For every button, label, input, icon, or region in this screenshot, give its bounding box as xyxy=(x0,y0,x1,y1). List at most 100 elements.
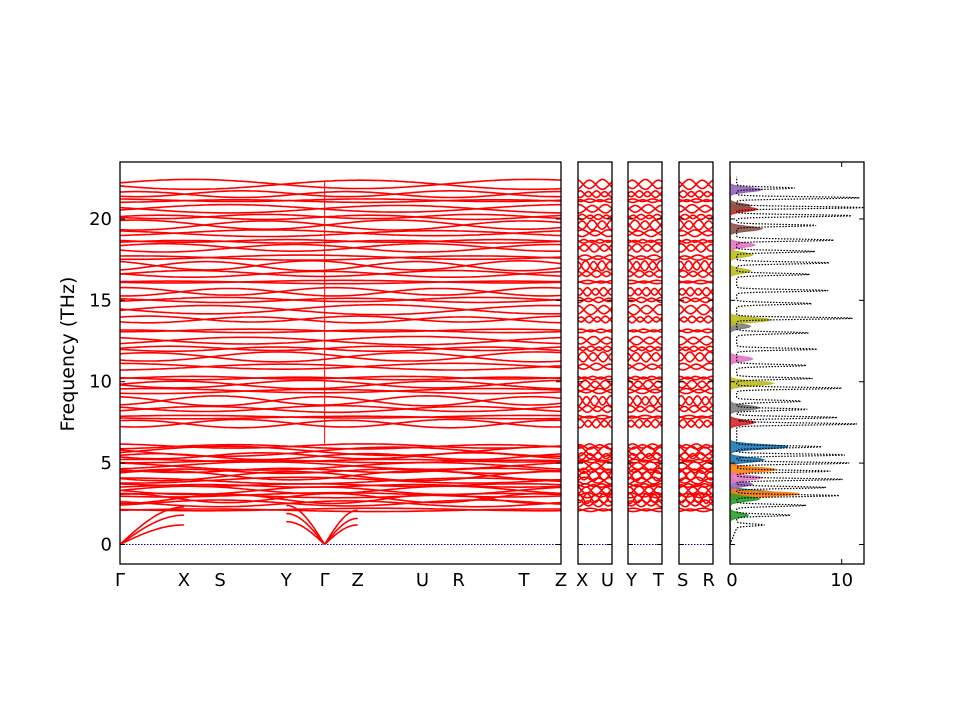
band-line xyxy=(628,189,662,198)
band-line xyxy=(578,270,612,279)
band-line xyxy=(120,204,561,214)
band-line xyxy=(679,483,713,488)
band-line xyxy=(120,418,561,428)
y-tick-label: 5 xyxy=(101,453,112,474)
band-line xyxy=(628,483,662,488)
acoustic-branch xyxy=(324,524,358,546)
band-line xyxy=(120,297,561,304)
high-symmetry-label: T xyxy=(652,570,665,591)
band-line xyxy=(578,404,612,413)
band-line xyxy=(578,269,612,278)
band-line xyxy=(578,345,612,352)
band-line xyxy=(120,375,561,380)
band-line xyxy=(120,395,561,407)
band-line xyxy=(628,178,662,190)
dos-x-tick-label: 0 xyxy=(726,570,737,591)
band-line xyxy=(578,286,612,296)
band-line xyxy=(120,255,561,261)
band-line xyxy=(120,280,561,285)
band-line xyxy=(679,229,713,237)
band-line xyxy=(578,198,612,203)
high-symmetry-label: X xyxy=(576,570,588,591)
band-line xyxy=(679,419,713,429)
band-line xyxy=(679,507,713,512)
band-line xyxy=(679,418,713,428)
band-line xyxy=(628,379,662,389)
band-line xyxy=(679,414,713,419)
partial-dos-series-6 xyxy=(730,176,764,545)
high-symmetry-label: U xyxy=(416,570,429,591)
band-line xyxy=(628,461,662,471)
band-line xyxy=(679,189,713,198)
band-line xyxy=(120,443,561,449)
band-line xyxy=(628,213,662,220)
band-line xyxy=(628,203,662,213)
total-dos-line xyxy=(730,176,864,545)
high-symmetry-label: S xyxy=(214,570,225,591)
band-line xyxy=(120,486,561,496)
band-line xyxy=(628,388,662,395)
band-line xyxy=(628,243,662,253)
partial-dos-series-4 xyxy=(730,176,764,545)
band-line xyxy=(578,328,612,333)
band-line xyxy=(679,362,713,371)
band-line xyxy=(120,316,561,324)
acoustic-branch xyxy=(120,524,184,546)
band-line xyxy=(120,459,561,464)
band-line xyxy=(120,260,561,272)
band-line xyxy=(120,419,561,429)
band-line xyxy=(628,269,662,278)
band-line xyxy=(120,483,561,488)
band-line xyxy=(679,254,713,261)
band-line xyxy=(578,243,612,253)
band-line xyxy=(578,443,612,449)
band-line xyxy=(679,190,713,199)
band-line xyxy=(120,404,561,413)
band-line xyxy=(628,443,662,450)
high-symmetry-label: R xyxy=(702,570,715,591)
band-line xyxy=(578,491,612,498)
band-line xyxy=(120,219,561,230)
band-line xyxy=(628,443,662,449)
band-line xyxy=(679,287,713,297)
band-line xyxy=(120,461,561,471)
band-line xyxy=(578,467,612,474)
band-line xyxy=(679,219,713,231)
band-line xyxy=(679,220,713,231)
band-panel-main-path: 0 5 10 15 20 Γ X S Y Γ Z U R T Z xyxy=(89,161,567,591)
band-line xyxy=(628,229,662,237)
band-line xyxy=(578,213,612,220)
band-line xyxy=(578,379,612,389)
band-line xyxy=(628,375,662,380)
acoustic-branch xyxy=(286,520,326,546)
band-line xyxy=(679,486,713,496)
band-line xyxy=(578,336,612,346)
band-line xyxy=(628,229,662,238)
band-line xyxy=(120,190,561,199)
band-line xyxy=(628,287,662,297)
band-line xyxy=(120,214,561,221)
band-line xyxy=(578,380,612,390)
band-line xyxy=(578,446,612,458)
band-line xyxy=(679,303,713,315)
band-lines xyxy=(628,178,662,545)
band-line xyxy=(628,476,662,484)
band-line xyxy=(679,443,713,449)
band-line xyxy=(120,179,561,191)
band-line xyxy=(628,328,662,333)
band-line xyxy=(578,395,612,406)
band-line xyxy=(679,451,713,460)
band-line xyxy=(578,229,612,237)
band-line xyxy=(628,279,662,284)
band-line xyxy=(628,199,662,204)
y-tick-label: 15 xyxy=(89,290,112,311)
band-line xyxy=(120,387,561,394)
band-line xyxy=(628,459,662,464)
band-line xyxy=(628,198,662,203)
band-line xyxy=(679,491,713,498)
dos-frame xyxy=(729,161,865,565)
band-line xyxy=(679,443,713,450)
band-line xyxy=(679,259,713,271)
